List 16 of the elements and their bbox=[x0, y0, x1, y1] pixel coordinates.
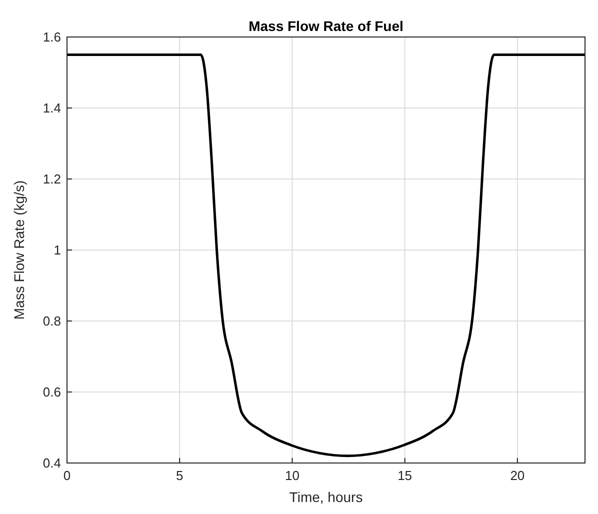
x-tick-label: 10 bbox=[284, 468, 300, 483]
x-axis-title: Time, hours bbox=[289, 489, 363, 505]
y-tick-label: 1.4 bbox=[42, 100, 61, 116]
y-tick-label: 1.2 bbox=[42, 172, 61, 186]
x-tick-label: 15 bbox=[398, 468, 412, 483]
y-axis-title: Mass Flow Rate (kg/s) bbox=[11, 180, 27, 320]
line-series bbox=[66, 54, 586, 458]
y-tick-label: 0.4 bbox=[42, 456, 61, 470]
y-tick-label: 1 bbox=[54, 242, 61, 258]
y-tick-label: 0.8 bbox=[42, 314, 61, 328]
chart-title: Mass Flow Rate of Fuel bbox=[248, 18, 404, 34]
x-tick-label: 20 bbox=[510, 468, 525, 483]
y-tick-label: 1.6 bbox=[42, 30, 61, 44]
y-tick-label: 0.6 bbox=[42, 384, 61, 400]
x-tick-label: 0 bbox=[63, 468, 71, 483]
x-tick-label: 5 bbox=[176, 468, 184, 483]
